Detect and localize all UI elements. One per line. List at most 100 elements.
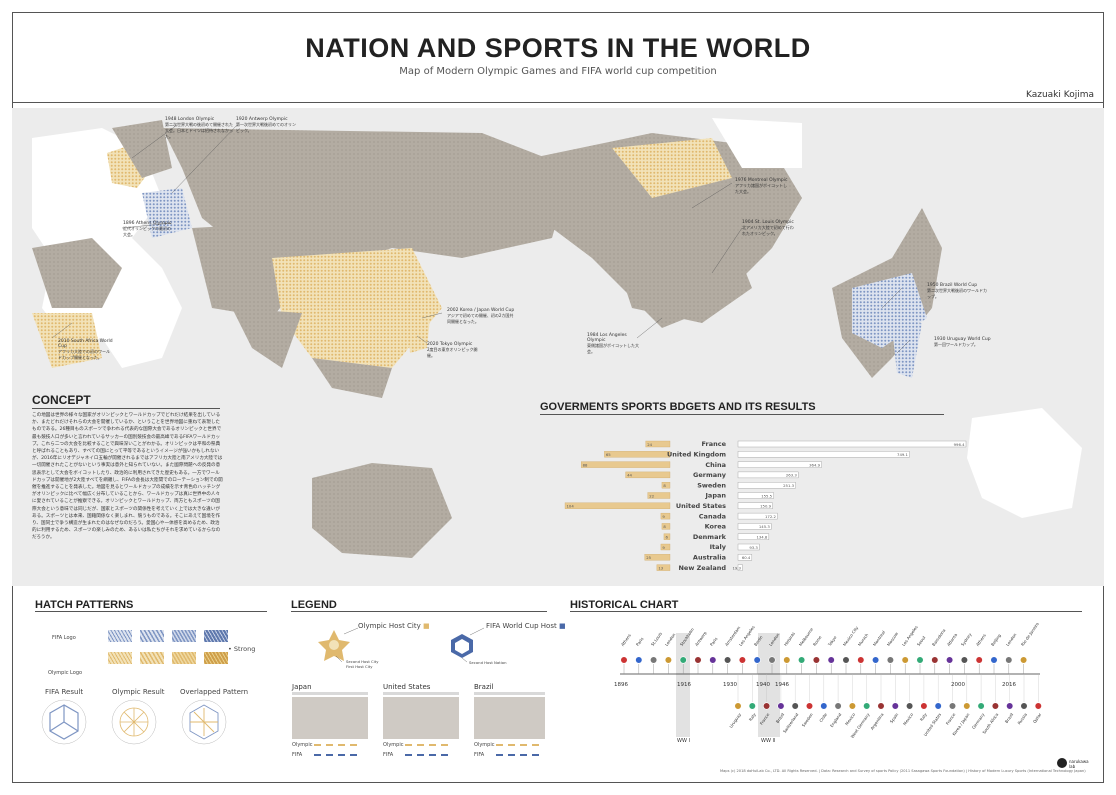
olympic-result-diagram <box>111 699 157 745</box>
olympic-flag-icon-22 <box>946 656 954 664</box>
budget-country-10: Italy <box>710 543 727 551</box>
fifa-result-diagram <box>41 699 87 745</box>
olympic-flag-icon-20 <box>916 656 924 664</box>
olympic-flag-icon-25 <box>990 656 998 664</box>
header-divider <box>12 102 1104 103</box>
annotation-uruguay: 1930 Uruguay World Cup 第一回ワールドカップ。 <box>934 337 991 347</box>
hatch-fifa-logo-label: FIFA Logo <box>52 635 76 641</box>
budget-left-value-6: 104 <box>567 504 575 509</box>
card-japan-olympic-label: Olympic <box>292 742 313 748</box>
wc-flag-icon-9 <box>863 702 871 710</box>
map-land-china <box>272 248 442 368</box>
wc-flag-icon-8 <box>848 702 856 710</box>
budget-right-value-6: 150.9 <box>760 504 771 509</box>
card-dash-1-1-3 <box>441 754 448 756</box>
wc-flag-icon-7 <box>834 702 842 710</box>
olympic-flag-icon-5 <box>694 656 702 664</box>
budget-country-0: France <box>701 440 726 448</box>
card-brazil-fifa-label: FIFA <box>474 752 485 758</box>
wc-flag-icon-14 <box>934 702 942 710</box>
card-dash-1-0-0 <box>405 744 412 746</box>
olympic-flag-icon-15 <box>842 656 850 664</box>
lab-logo-icon <box>1057 758 1067 768</box>
page-title: NATION AND SPORTS IN THE WORLD <box>305 33 811 63</box>
card-dash-0-1-0 <box>314 754 321 756</box>
annotation-tokyo: 2020 Tokyo Olympic 2度目の東京オリンピック開催。 <box>427 342 478 358</box>
year-1940: 1940 <box>756 682 770 688</box>
budget-left-bar-6 <box>564 502 671 509</box>
budget-right-value-2: 364.9 <box>809 462 820 467</box>
card-usa-title: United States <box>383 683 431 691</box>
olympic-flag-icon-9 <box>753 656 761 664</box>
card-japan-title: Japan <box>292 683 312 691</box>
budget-country-7: Canada <box>699 512 726 520</box>
hatch-heading: HATCH PATTERNS <box>35 599 134 611</box>
ww2-label: WW II <box>761 738 776 744</box>
legend-host-markers <box>318 627 485 663</box>
budget-right-value-10: 93.3 <box>749 545 758 550</box>
wc-flag-icon-3 <box>777 702 785 710</box>
budget-right-bar-11 <box>737 554 753 561</box>
legend-fifa-host-label: FIFA World Cup Host ■ <box>486 622 566 630</box>
hatch-fifa-swatch-4 <box>204 630 228 642</box>
budget-right-bar-12 <box>737 564 743 571</box>
olympic-host-marker <box>318 627 359 663</box>
budget-left-bar-2 <box>581 461 671 468</box>
budget-right-value-8: 145.3 <box>759 524 770 529</box>
budget-divider <box>540 414 944 415</box>
world-map <box>32 118 1082 558</box>
legend-heading: LEGEND <box>291 599 337 611</box>
annotation-south-africa: 2010 South Africa World Cup アフリカ大陸での初のワール… <box>58 339 113 360</box>
legend-olympic-host-label: Olympic Host City ■ <box>358 622 430 630</box>
budget-left-bar-7 <box>660 512 671 520</box>
budget-left-value-5: 22 <box>649 493 654 498</box>
timeline <box>620 656 1042 710</box>
budget-right-value-11: 60.4 <box>742 555 751 560</box>
hatch-olympic-swatch-4 <box>204 652 228 664</box>
hatch-strong-label: Strong <box>233 645 256 653</box>
wc-flag-icon-4 <box>791 702 799 710</box>
budget-right-value-0: 996.4 <box>954 442 965 447</box>
map-land-australia <box>312 463 452 558</box>
olympic-flag-icon-0 <box>620 656 628 664</box>
concept-divider <box>32 408 220 409</box>
wc-flag-icon-16 <box>963 702 971 710</box>
year-1916: 1916 <box>677 682 691 688</box>
wc-flag-icon-5 <box>805 702 814 710</box>
card-dash-0-0-3 <box>350 744 357 746</box>
budget-right-bar-0 <box>737 440 967 448</box>
budget-left-value-9: 6 <box>665 535 668 540</box>
hatch-overlapped-label: Overlapped Pattern <box>180 688 249 696</box>
olympic-flag-icon-3 <box>664 656 672 664</box>
budget-left-value-8: 8 <box>663 524 666 529</box>
budget-left-bar-12 <box>656 564 671 571</box>
card-usa-fifa-label: FIFA <box>383 752 394 758</box>
budget-left-value-12: 13 <box>658 565 663 570</box>
budget-right-bar-6 <box>737 502 773 510</box>
historical-heading: HISTORICAL CHART <box>570 599 679 611</box>
hatch-olympic-result-label: Olympic Result <box>112 688 165 696</box>
olympic-flag-icon-10 <box>768 656 776 664</box>
budget-country-1: United Kingdom <box>667 451 726 459</box>
hatch-fifa-swatch-2 <box>140 630 164 642</box>
budget-left-value-3: 44 <box>627 473 632 478</box>
concept-text: この地図は世界の様々な国家がオリンピックとワールドカップでどれだけ結果を出してい… <box>32 413 223 541</box>
wc-flag-icon-18 <box>991 702 1000 710</box>
budget-left-bar-1 <box>604 451 671 458</box>
wc-flag-icon-6 <box>820 702 828 710</box>
budget-country-3: Germany <box>693 471 727 479</box>
card-dash-0-1-3 <box>350 754 357 756</box>
olympic-flag-icon-18 <box>886 656 895 664</box>
budget-right-bar-9 <box>737 533 770 540</box>
card-usa-bar <box>383 692 459 695</box>
olympic-flag-icon-16 <box>857 656 865 664</box>
map-land-argentina <box>892 323 922 378</box>
olympic-flag-icon-8 <box>738 656 746 664</box>
ww1-label: WW I <box>677 738 690 744</box>
budget-right-bar-3 <box>737 471 799 479</box>
card-dash-1-1-2 <box>429 754 436 756</box>
olympic-flag-icon-6 <box>709 656 717 664</box>
olympic-flag-icon-4 <box>679 656 687 664</box>
map-land-canada-hatch <box>612 138 732 198</box>
wc-flag-icon-10 <box>877 702 885 710</box>
